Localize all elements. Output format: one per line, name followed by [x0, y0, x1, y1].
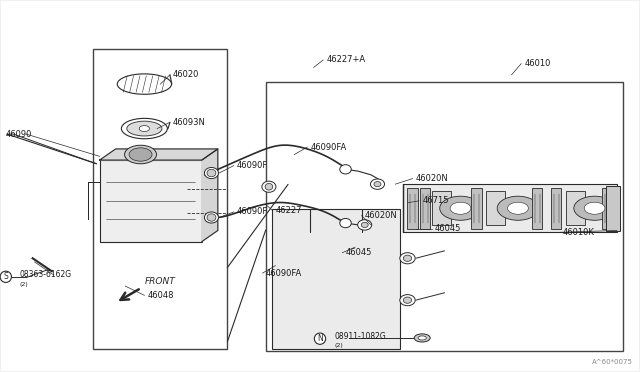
FancyBboxPatch shape — [551, 188, 561, 229]
Text: 46090F: 46090F — [237, 208, 268, 217]
FancyBboxPatch shape — [100, 160, 202, 241]
Circle shape — [497, 196, 539, 220]
Text: (2): (2) — [334, 343, 343, 348]
FancyBboxPatch shape — [486, 191, 505, 225]
Text: 46090F: 46090F — [237, 161, 268, 170]
Ellipse shape — [207, 214, 216, 221]
Circle shape — [125, 145, 157, 164]
FancyBboxPatch shape — [272, 209, 400, 349]
Text: 46045: 46045 — [346, 248, 372, 257]
Text: 46715: 46715 — [422, 196, 449, 205]
Ellipse shape — [207, 169, 216, 177]
FancyBboxPatch shape — [606, 186, 620, 231]
FancyBboxPatch shape — [602, 188, 612, 229]
Text: 46093N: 46093N — [173, 118, 206, 127]
Text: 46020N: 46020N — [416, 174, 449, 183]
Ellipse shape — [127, 121, 162, 136]
Text: 46020N: 46020N — [365, 211, 397, 220]
Text: FRONT: FRONT — [145, 277, 175, 286]
Circle shape — [508, 202, 529, 214]
Text: 46010K: 46010K — [563, 228, 595, 237]
Text: 46020: 46020 — [173, 70, 200, 79]
FancyBboxPatch shape — [566, 191, 585, 225]
FancyBboxPatch shape — [408, 188, 418, 229]
Ellipse shape — [204, 212, 218, 223]
Text: 46010: 46010 — [524, 59, 551, 68]
Ellipse shape — [262, 181, 276, 192]
Ellipse shape — [418, 336, 426, 340]
Ellipse shape — [403, 255, 412, 262]
Ellipse shape — [374, 182, 381, 187]
Text: 46048: 46048 — [148, 291, 174, 300]
Text: 46090: 46090 — [6, 129, 32, 139]
Text: 46045: 46045 — [435, 224, 461, 233]
Circle shape — [584, 202, 605, 214]
FancyBboxPatch shape — [403, 184, 617, 232]
Ellipse shape — [403, 297, 412, 303]
Text: 46090FA: 46090FA — [266, 269, 302, 278]
Polygon shape — [202, 149, 218, 241]
FancyBboxPatch shape — [532, 188, 542, 229]
FancyBboxPatch shape — [93, 49, 227, 349]
Ellipse shape — [122, 118, 168, 139]
Text: 46227: 46227 — [275, 206, 302, 215]
Text: 46227+A: 46227+A — [326, 55, 365, 64]
Text: (2): (2) — [20, 282, 29, 287]
Circle shape — [574, 196, 615, 220]
FancyBboxPatch shape — [266, 82, 623, 351]
Ellipse shape — [204, 167, 218, 179]
Ellipse shape — [265, 183, 273, 190]
Circle shape — [129, 148, 152, 161]
Text: 08911-1082G: 08911-1082G — [334, 332, 386, 341]
Circle shape — [140, 126, 150, 132]
Ellipse shape — [340, 165, 351, 174]
Ellipse shape — [361, 222, 368, 228]
Ellipse shape — [414, 334, 430, 342]
FancyBboxPatch shape — [471, 188, 481, 229]
Ellipse shape — [371, 179, 385, 189]
Text: N: N — [317, 334, 323, 343]
Text: A^60*0075: A^60*0075 — [592, 359, 633, 365]
Ellipse shape — [340, 218, 351, 228]
Text: 08363-6162G: 08363-6162G — [20, 270, 72, 279]
Text: S: S — [3, 272, 8, 281]
Ellipse shape — [400, 295, 415, 306]
Circle shape — [450, 202, 471, 214]
Polygon shape — [100, 149, 218, 160]
Ellipse shape — [400, 253, 415, 264]
Ellipse shape — [358, 220, 372, 230]
FancyBboxPatch shape — [420, 188, 431, 229]
Text: 46090FA: 46090FA — [310, 142, 347, 151]
FancyBboxPatch shape — [432, 191, 451, 225]
Ellipse shape — [117, 74, 172, 94]
Circle shape — [440, 196, 481, 220]
